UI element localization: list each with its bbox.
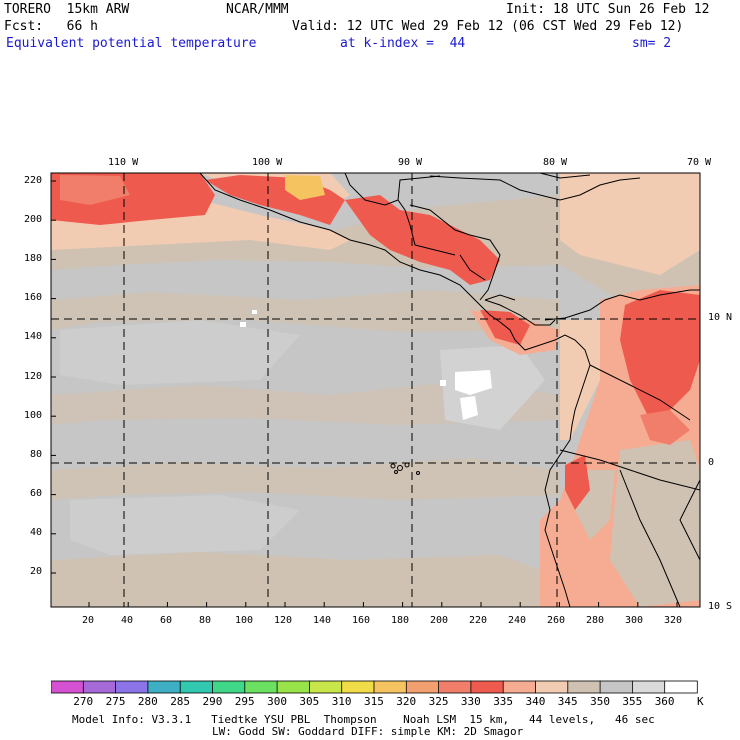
field-name: Equivalent potential temperature bbox=[6, 36, 257, 51]
colorbar-swatch bbox=[470, 680, 504, 694]
x-tick-label: 160 bbox=[352, 615, 371, 626]
colorbar-label: 305 bbox=[299, 695, 320, 708]
model-name: TORERO 15km ARW bbox=[4, 2, 130, 17]
model-info: Model Info: V3.3.1 Tiedtke YSU PBL Thomp… bbox=[72, 713, 655, 726]
temperature-field bbox=[51, 173, 700, 607]
x-tick-marks bbox=[88, 602, 678, 607]
colorbar-swatch bbox=[535, 680, 569, 694]
colorbar-label: 310 bbox=[331, 695, 352, 708]
colorbar bbox=[51, 680, 698, 694]
colorbar-label: 350 bbox=[590, 695, 610, 708]
colorbar-label: 335 bbox=[493, 695, 514, 708]
x-tick-label: 220 bbox=[469, 615, 488, 626]
x-tick-label: 180 bbox=[391, 615, 410, 626]
coastlines bbox=[199, 173, 700, 607]
y-tick-label: 80 bbox=[30, 449, 43, 460]
colorbar-swatch bbox=[147, 680, 181, 694]
physics-info: LW: Godd SW: Goddard DIFF: simple KM: 2D… bbox=[212, 725, 524, 738]
colorbar-swatch bbox=[244, 680, 278, 694]
level-index: at k-index = 44 bbox=[340, 36, 466, 51]
colorbar-label: 345 bbox=[557, 695, 578, 708]
colorbar-label: 295 bbox=[234, 695, 255, 708]
colorbar-label: 275 bbox=[105, 695, 126, 708]
smoothing: sm= 2 bbox=[632, 36, 672, 51]
colorbar-swatch bbox=[212, 680, 246, 694]
x-tick-label: 40 bbox=[121, 615, 134, 626]
colorbar-swatch bbox=[115, 680, 149, 694]
colorbar-label: 340 bbox=[525, 695, 546, 708]
x-tick-label: 20 bbox=[82, 615, 95, 626]
top-lon-label: 110 W bbox=[108, 157, 139, 168]
top-lon-label: 70 W bbox=[687, 157, 712, 168]
y-tick-label: 220 bbox=[24, 175, 43, 186]
y-tick-label: 140 bbox=[24, 331, 43, 342]
y-tick-marks bbox=[51, 180, 56, 574]
colorbar-swatch bbox=[632, 680, 666, 694]
x-tick-label: 60 bbox=[160, 615, 173, 626]
colorbar-swatch bbox=[599, 680, 634, 694]
x-tick-label: 320 bbox=[664, 615, 683, 626]
colorbar-swatch bbox=[82, 680, 117, 694]
x-tick-label: 140 bbox=[313, 615, 332, 626]
x-tick-label: 200 bbox=[430, 615, 449, 626]
colorbar-swatch bbox=[276, 680, 311, 694]
x-tick-label: 100 bbox=[235, 615, 254, 626]
colorbar-swatch bbox=[567, 680, 601, 694]
colorbar-label: 355 bbox=[622, 695, 643, 708]
colorbar-label: 325 bbox=[428, 695, 449, 708]
colorbar-label: 300 bbox=[267, 695, 287, 708]
colorbar-unit: K bbox=[697, 695, 704, 708]
organization: NCAR/MMM bbox=[226, 2, 289, 17]
colorbar-label: 270 bbox=[73, 695, 94, 708]
colorbar-label: 290 bbox=[202, 695, 223, 708]
colorbar-label: 280 bbox=[137, 695, 158, 708]
init-time: Init: 18 UTC Sun 26 Feb 12 bbox=[506, 2, 710, 17]
x-tick-label: 80 bbox=[199, 615, 212, 626]
y-tick-label: 60 bbox=[30, 488, 43, 499]
top-lon-label: 100 W bbox=[252, 157, 283, 168]
colorbar-swatch bbox=[179, 680, 214, 694]
x-tick-label: 280 bbox=[586, 615, 605, 626]
colorbar-swatch bbox=[405, 680, 440, 694]
colorbar-label: 360 bbox=[654, 695, 675, 708]
colorbar-label: 285 bbox=[170, 695, 191, 708]
colorbar-swatch bbox=[341, 680, 375, 694]
forecast-hour: Fcst: 66 h bbox=[4, 19, 98, 34]
y-tick-label: 160 bbox=[24, 292, 43, 303]
y-tick-label: 200 bbox=[24, 214, 43, 225]
right-lat-label: 10 N bbox=[708, 312, 733, 323]
x-tick-label: 260 bbox=[547, 615, 566, 626]
x-tick-label: 120 bbox=[274, 615, 293, 626]
top-lon-label: 90 W bbox=[398, 157, 423, 168]
colorbar-swatch bbox=[308, 680, 343, 694]
x-tick-label: 240 bbox=[508, 615, 527, 626]
colorbar-swatch bbox=[664, 680, 698, 694]
map-frame bbox=[50, 172, 701, 608]
lat-lon-grid bbox=[51, 173, 700, 607]
y-tick-label: 120 bbox=[24, 371, 43, 382]
colorbar-label: 320 bbox=[396, 695, 417, 708]
colorbar-swatch bbox=[373, 680, 407, 694]
colorbar-label: 330 bbox=[460, 695, 481, 708]
y-tick-label: 100 bbox=[24, 410, 43, 421]
top-lon-label: 80 W bbox=[543, 157, 568, 168]
y-tick-label: 20 bbox=[30, 566, 43, 577]
colorbar-swatch bbox=[51, 680, 84, 694]
y-tick-label: 40 bbox=[30, 527, 43, 538]
colorbar-swatch bbox=[502, 680, 537, 694]
colorbar-swatch bbox=[438, 680, 472, 694]
x-tick-label: 300 bbox=[625, 615, 644, 626]
y-tick-label: 180 bbox=[24, 253, 43, 264]
valid-time: Valid: 12 UTC Wed 29 Feb 12 (06 CST Wed … bbox=[292, 19, 684, 34]
right-lat-label: 10 S bbox=[708, 601, 733, 612]
right-lat-label: 0 bbox=[708, 457, 715, 468]
colorbar-label: 315 bbox=[364, 695, 384, 708]
